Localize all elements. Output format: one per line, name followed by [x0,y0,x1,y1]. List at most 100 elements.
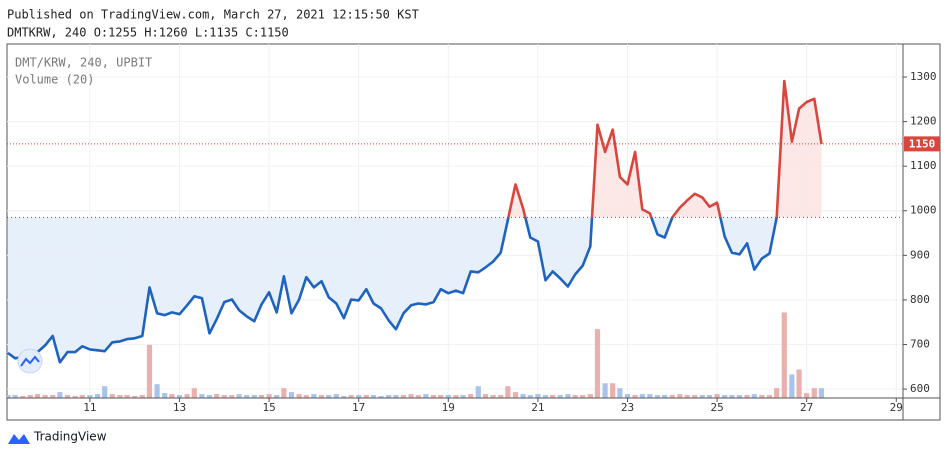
x-tick-label: 13 [173,401,186,414]
volume-bar [408,394,414,398]
volume-bar [617,388,623,398]
volume-bar [542,395,549,398]
volume-bar [176,395,183,398]
volume-bar [729,395,735,398]
volume-bar [7,395,11,398]
y-tick-label: 1000 [910,204,937,217]
volume-bar [438,395,444,398]
y-tick-label: 900 [910,248,930,261]
y-tick-label: 800 [910,293,930,306]
volume-bar [415,395,421,398]
y-tick-label: 700 [910,337,930,350]
volume-bar [482,394,489,398]
volume-bar [811,388,817,398]
last-price-label: 1150 [909,137,936,150]
volume-bar [430,395,437,398]
volume-bar [580,395,586,398]
volume-bar [400,395,407,398]
last-price-box [904,136,940,152]
volume-bar [527,395,533,398]
volume-bar [64,395,71,398]
volume-bar [610,383,616,398]
volume-bar [311,394,317,398]
volume-bar [370,395,377,398]
volume-bar [318,395,325,398]
volume-bar [333,394,339,398]
volume-bar [692,395,698,398]
volume-bar [744,395,750,398]
volume-bar [72,396,78,398]
volume-bar [184,394,190,398]
volume-bar [468,394,474,398]
volume-bar [639,394,645,398]
volume-bar [572,395,578,398]
volume-bar [587,394,593,398]
volume-bar [79,395,85,398]
volume-bar [356,395,362,398]
x-tick-label: 17 [352,401,365,414]
volume-bar [124,395,130,398]
volume-bar [274,395,280,398]
volume-bar [796,369,802,398]
volume-bar [804,393,810,398]
volume-bar [34,394,41,398]
volume-bar [460,395,466,398]
volume-bar [303,395,309,398]
x-tick-label: 23 [621,401,634,414]
volume-bar [378,396,384,398]
volume-bar [251,395,257,398]
tv-logo [8,434,30,444]
volume-bar [154,384,160,398]
volume-bar [221,395,227,398]
volume-bar [677,394,683,398]
volume-bar [199,394,205,398]
volume-bar [326,395,332,398]
volume-bar [57,392,63,398]
volume-bar [766,395,773,398]
volume-bar [475,386,481,398]
y-tick-label: 600 [910,382,930,395]
volume-bar [535,394,541,398]
volume-bar [789,374,795,398]
volume-bar [647,394,653,398]
volume-bar [236,394,242,398]
volume-bar [774,388,780,398]
x-tick-label: 25 [710,401,723,414]
volume-bar [736,395,743,398]
volume-bar [594,329,601,398]
volume-bar [42,395,48,398]
volume-bar [162,393,168,398]
volume-bar [27,395,33,398]
volume-bar [632,395,638,398]
volume-bar [550,395,556,398]
volume-bar [393,395,399,398]
volume-bar [296,394,302,398]
volume-bar [117,395,123,398]
volume-bar [341,396,347,398]
brand: TradingView [33,430,107,444]
volume-bar [722,395,728,398]
volume-bar [229,395,235,398]
volume-bar [244,395,250,398]
volume-bar [258,395,265,398]
volume-bar [602,383,608,398]
x-tick-label: 11 [83,401,96,414]
volume-bar [781,312,787,398]
volume-bar [445,395,451,398]
volume-bar [490,395,496,398]
ohlc-line: DMTKRW, 240 O:1255 H:1260 L:1135 C:1150 [7,26,289,40]
x-tick-label: 19 [442,401,455,414]
volume-bar [50,395,56,398]
volume-bar [565,394,571,398]
x-tick-label: 29 [890,401,903,414]
volume-bar [423,394,429,398]
baseline-area [7,81,822,363]
volume-bar [94,394,101,398]
volume-bar [169,394,175,398]
volume-bar [751,394,757,398]
volume-bar [266,394,272,398]
volume-bar [132,396,138,398]
y-tick-label: 1300 [910,70,937,83]
volume-bar [146,344,153,398]
